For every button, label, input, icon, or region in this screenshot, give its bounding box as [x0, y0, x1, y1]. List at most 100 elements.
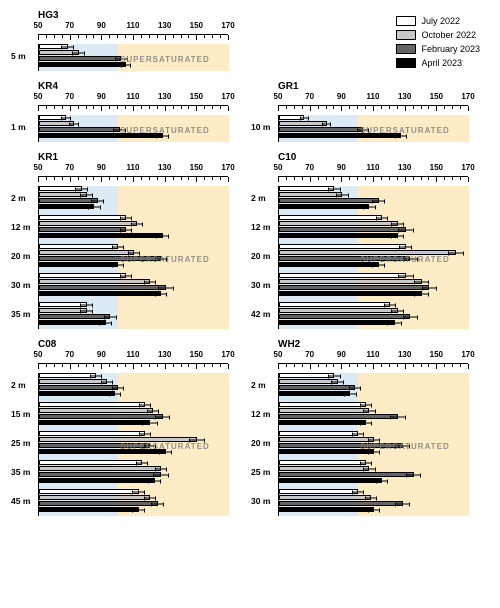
- error-bar: [144, 498, 157, 499]
- error-bar: [363, 207, 376, 208]
- error-bar: [112, 388, 125, 389]
- panel-KR4: KR45070901101301501701 mSUPERSATURATED: [10, 81, 230, 142]
- error-bar: [147, 411, 160, 412]
- depth-group: 2 m: [279, 186, 469, 210]
- legend-swatch-jul22: [396, 16, 416, 26]
- bar-feb23: [279, 414, 398, 419]
- legend-swatch-feb23: [396, 44, 416, 54]
- bar-apr23: [39, 420, 150, 425]
- axis-tick-label: 150: [190, 21, 203, 30]
- bar-apr23: [279, 478, 382, 483]
- bar-apr23: [39, 391, 115, 396]
- error-bar: [395, 504, 411, 505]
- error-bar: [69, 124, 79, 125]
- error-bar: [139, 405, 152, 406]
- error-bar: [368, 510, 381, 511]
- depth-group: 12 m: [39, 215, 229, 239]
- bar-jul22: [279, 460, 366, 465]
- legend-label: April 2023: [421, 56, 462, 70]
- depth-label: 2 m: [11, 193, 26, 203]
- depth-group: 35 m: [39, 460, 229, 484]
- axis-tick-label: 70: [65, 92, 74, 101]
- axis-tick-label: 50: [274, 163, 283, 172]
- bar-feb23: [39, 285, 166, 290]
- error-bar: [112, 265, 125, 266]
- error-bar: [368, 452, 381, 453]
- error-bar: [363, 411, 376, 412]
- bar-apr23: [39, 291, 161, 296]
- depth-label: 20 m: [251, 438, 270, 448]
- error-bar: [189, 440, 205, 441]
- error-bar: [336, 195, 349, 196]
- supersaturated-label: SUPERSATURATED: [120, 55, 210, 64]
- axis-tick-label: 170: [221, 163, 234, 172]
- axis-tick-label: 70: [65, 21, 74, 30]
- bar-jul22: [279, 489, 358, 494]
- bar-jul22: [39, 244, 118, 249]
- error-bar: [61, 47, 74, 48]
- bar-oct22: [279, 408, 369, 413]
- error-bar: [365, 498, 378, 499]
- axis-tick-label: 70: [65, 163, 74, 172]
- error-bar: [142, 423, 158, 424]
- bar-feb23: [39, 56, 121, 61]
- depth-label: 2 m: [11, 380, 26, 390]
- axis-tick-label: 130: [158, 92, 171, 101]
- depth-label: 15 m: [11, 409, 30, 419]
- panel-title: KR1: [38, 152, 230, 163]
- bar-feb23: [39, 314, 110, 319]
- axis-tick-label: 170: [221, 21, 234, 30]
- error-bar: [61, 118, 71, 119]
- error-bar: [148, 481, 161, 482]
- axis-tick-label: 70: [65, 350, 74, 359]
- bar-feb23: [279, 314, 410, 319]
- error-bar: [80, 195, 93, 196]
- error-bar: [391, 236, 404, 237]
- error-bar: [349, 388, 362, 389]
- bar-feb23: [39, 198, 98, 203]
- depth-label: 30 m: [251, 280, 270, 290]
- bar-jul22: [279, 215, 382, 220]
- axis-tick-label: 130: [158, 350, 171, 359]
- error-bar: [360, 423, 373, 424]
- error-bar: [376, 218, 389, 219]
- error-bar: [422, 288, 438, 289]
- panel-row: C085070901101301501702 m15 m25 m35 m45 m…: [10, 339, 490, 526]
- panel-title: HG3: [38, 10, 230, 21]
- error-bar: [391, 311, 404, 312]
- bar-jul22: [279, 373, 334, 378]
- axis-tick-label: 70: [305, 92, 314, 101]
- error-bar: [363, 469, 376, 470]
- bar-oct22: [279, 379, 338, 384]
- bar-jul22: [39, 402, 145, 407]
- error-bar: [372, 265, 385, 266]
- legend-label: July 2022: [421, 14, 460, 28]
- bar-oct22: [39, 221, 137, 226]
- bar-oct22: [39, 466, 161, 471]
- error-bar: [328, 376, 341, 377]
- depth-label: 25 m: [251, 467, 270, 477]
- error-bar: [72, 53, 85, 54]
- axis-tick-label: 130: [398, 350, 411, 359]
- panel-GR1: GR150709011013015017010 mSUPERSATURATED: [250, 81, 470, 142]
- bar-jul22: [39, 273, 126, 278]
- axis-tick-label: 170: [461, 92, 474, 101]
- axis-tick-label: 110: [127, 92, 140, 101]
- axis-tick-label: 50: [34, 350, 43, 359]
- axis-tick-label: 150: [190, 92, 203, 101]
- supersaturated-label: SUPERSATURATED: [120, 126, 210, 135]
- bar-apr23: [279, 291, 422, 296]
- depth-label: 25 m: [11, 438, 30, 448]
- error-bar: [156, 136, 169, 137]
- bar-jul22: [39, 215, 126, 220]
- error-bar: [391, 224, 404, 225]
- error-bar: [155, 417, 171, 418]
- depth-label: 2 m: [251, 193, 266, 203]
- bar-oct22: [39, 495, 150, 500]
- error-bar: [414, 294, 430, 295]
- bar-apr23: [279, 391, 350, 396]
- error-bar: [360, 405, 373, 406]
- bar-jul22: [39, 489, 139, 494]
- bar-apr23: [39, 204, 94, 209]
- error-bar: [352, 434, 365, 435]
